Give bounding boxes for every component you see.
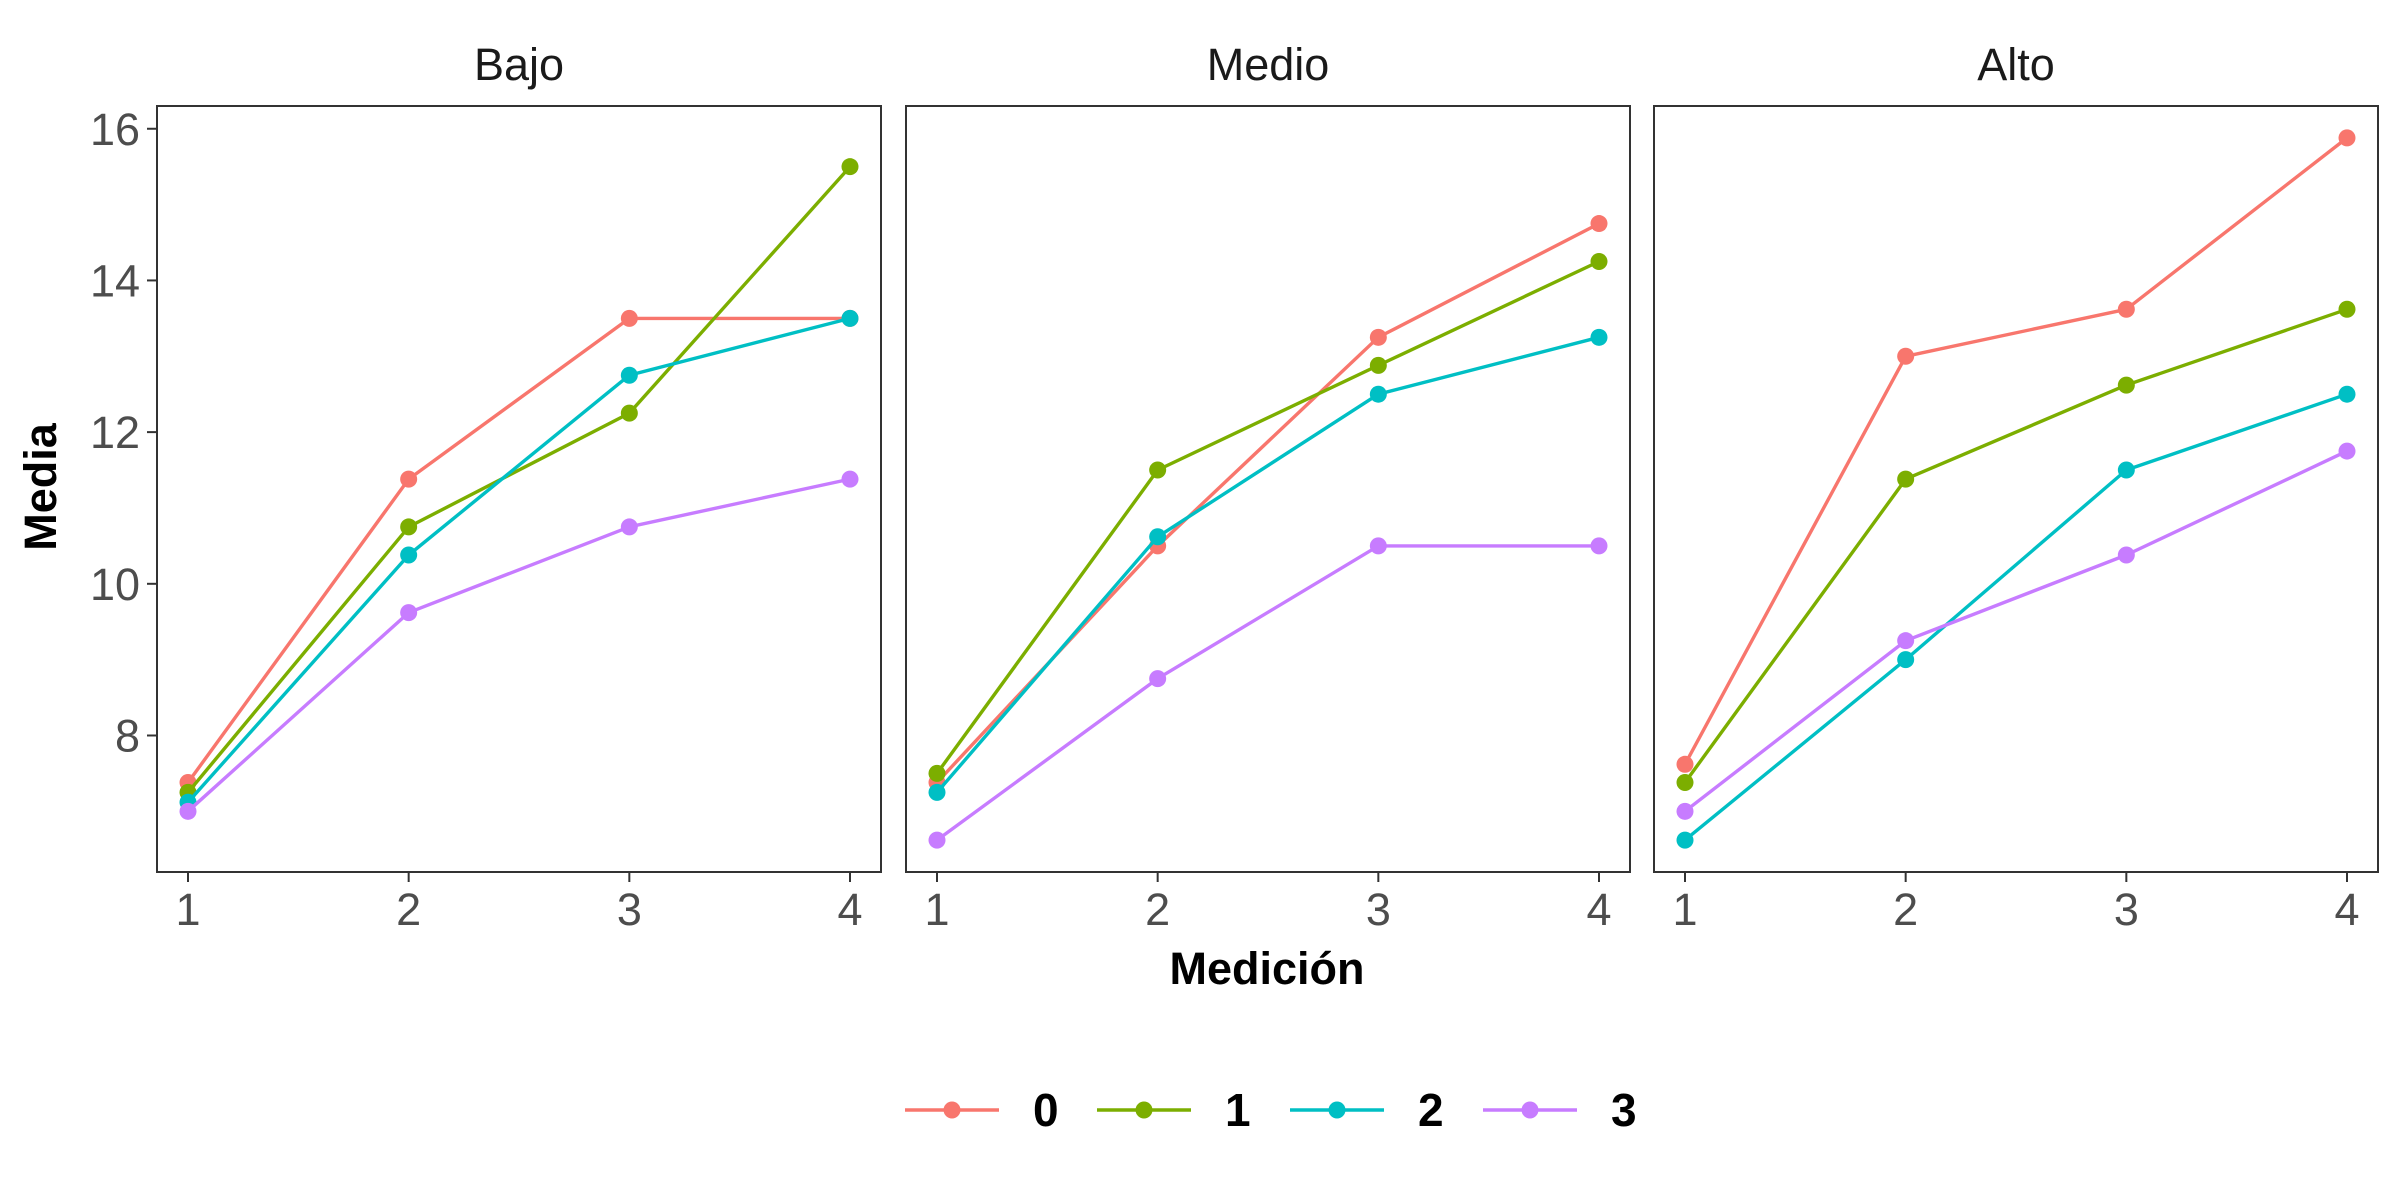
legend-label-2: 2 — [1418, 1084, 1444, 1136]
data-point-0-panel-0-x2 — [400, 470, 418, 488]
data-point-1-panel-2-x4 — [2338, 300, 2356, 318]
data-point-0-panel-2-x3 — [2117, 300, 2135, 318]
data-point-2-panel-2-x1 — [1676, 831, 1694, 849]
series-line-3-panel-0 — [186, 477, 851, 813]
series-line-1-panel-2 — [1683, 307, 2348, 784]
data-point-3-panel-1-x3 — [1369, 537, 1387, 555]
legend-marker-3 — [1521, 1101, 1539, 1119]
series-line-1-panel-0 — [186, 165, 852, 794]
data-point-2-panel-1-x4 — [1590, 328, 1608, 346]
y-tick-label-8: 8 — [115, 710, 140, 761]
data-point-3-panel-2-x1 — [1676, 802, 1694, 820]
data-point-2-panel-2-x4 — [2338, 385, 2356, 403]
data-point-0-panel-0-x3 — [620, 309, 638, 327]
x-tick-label-2-4: 4 — [2334, 884, 2359, 935]
series-line-2-panel-1 — [935, 335, 1600, 794]
x-axis-title: Medición — [1169, 943, 1364, 994]
x-tick-label-0-4: 4 — [837, 884, 862, 935]
legend-marker-0 — [943, 1101, 961, 1119]
data-point-1-panel-1-x3 — [1369, 356, 1387, 374]
data-point-3-panel-0-x2 — [400, 604, 418, 622]
data-point-2-panel-0-x2 — [400, 546, 418, 564]
data-point-3-panel-2-x3 — [2117, 546, 2135, 564]
data-point-1-panel-2-x2 — [1897, 470, 1915, 488]
y-tick-label-16: 16 — [90, 104, 140, 155]
data-point-0-panel-1-x4 — [1590, 215, 1608, 233]
data-point-3-panel-2-x2 — [1897, 632, 1915, 650]
data-point-1-panel-1-x2 — [1149, 461, 1167, 479]
data-point-1-panel-0-x2 — [400, 518, 418, 536]
data-point-1-panel-0-x4 — [841, 158, 859, 176]
panel-border-2 — [1653, 105, 2379, 873]
x-tick-label-1-2: 2 — [1145, 884, 1170, 935]
series-line-3-panel-2 — [1683, 449, 2348, 813]
data-point-2-panel-1-x3 — [1369, 385, 1387, 403]
data-point-2-panel-0-x4 — [841, 309, 859, 327]
data-point-2-panel-0-x3 — [620, 366, 638, 384]
data-point-2-panel-2-x3 — [2117, 461, 2135, 479]
series-line-3-panel-1 — [935, 544, 1599, 842]
y-tick-label-14: 14 — [90, 255, 140, 306]
x-tick-label-2-3: 3 — [2114, 884, 2139, 935]
data-point-2-panel-2-x2 — [1897, 651, 1915, 669]
data-point-1-panel-1-x4 — [1590, 252, 1608, 270]
legend-marker-1 — [1135, 1101, 1153, 1119]
panel-border-0 — [156, 105, 882, 873]
x-tick-label-1-4: 4 — [1586, 884, 1611, 935]
series-line-0-panel-2 — [1683, 136, 2349, 766]
data-point-0-panel-2-x1 — [1676, 755, 1694, 773]
panel-title-2: Alto — [1977, 39, 2055, 90]
y-tick-label-10: 10 — [90, 559, 140, 610]
y-axis-title: Media — [15, 422, 66, 551]
x-tick-label-2-2: 2 — [1893, 884, 1918, 935]
data-point-3-panel-1-x2 — [1149, 670, 1167, 688]
legend-marker-2 — [1328, 1101, 1346, 1119]
legend-label-0: 0 — [1033, 1084, 1059, 1136]
data-point-3-panel-0-x3 — [620, 518, 638, 536]
x-tick-label-0-3: 3 — [617, 884, 642, 935]
panel-border-1 — [905, 105, 1631, 873]
data-point-1-panel-2-x1 — [1676, 774, 1694, 792]
series-line-2-panel-2 — [1683, 392, 2348, 842]
x-tick-label-1-1: 1 — [924, 884, 949, 935]
x-tick-label-0-1: 1 — [175, 884, 200, 935]
y-tick-label-12: 12 — [90, 407, 140, 458]
series-line-2-panel-0 — [186, 316, 851, 804]
data-point-1-panel-0-x3 — [620, 404, 638, 422]
series-line-0-panel-0 — [186, 316, 850, 784]
x-tick-label-2-1: 1 — [1672, 884, 1697, 935]
series-line-1-panel-1 — [935, 259, 1600, 775]
data-point-1-panel-1-x1 — [928, 764, 946, 782]
data-point-0-panel-2-x2 — [1897, 347, 1915, 365]
data-point-3-panel-1-x1 — [928, 831, 946, 849]
data-point-0-panel-2-x4 — [2338, 129, 2356, 147]
x-tick-label-1-3: 3 — [1366, 884, 1391, 935]
legend-label-1: 1 — [1225, 1084, 1251, 1136]
x-tick-label-0-2: 2 — [396, 884, 421, 935]
data-point-3-panel-1-x4 — [1590, 537, 1608, 555]
data-point-3-panel-2-x4 — [2338, 442, 2356, 460]
panel-title-0: Bajo — [474, 39, 564, 90]
data-point-0-panel-1-x3 — [1369, 328, 1387, 346]
data-point-2-panel-1-x2 — [1149, 528, 1167, 546]
data-point-1-panel-2-x3 — [2117, 376, 2135, 394]
data-point-3-panel-0-x4 — [841, 470, 859, 488]
data-point-2-panel-1-x1 — [928, 783, 946, 801]
data-point-3-panel-0-x1 — [179, 802, 197, 820]
panel-title-1: Medio — [1207, 39, 1330, 90]
legend-label-3: 3 — [1611, 1084, 1637, 1136]
